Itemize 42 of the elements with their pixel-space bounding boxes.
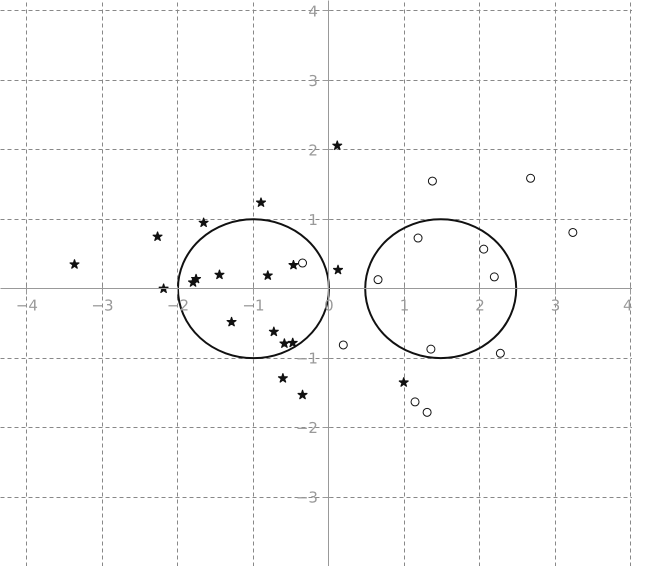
point — [190, 273, 202, 284]
point — [338, 340, 348, 350]
point — [398, 376, 409, 388]
point — [426, 344, 436, 354]
point — [279, 338, 290, 348]
x-tick-label: −4 — [16, 296, 38, 315]
point — [479, 244, 488, 254]
point — [428, 176, 437, 186]
point — [288, 260, 299, 270]
point — [262, 270, 274, 280]
point — [297, 389, 308, 400]
point — [268, 326, 280, 336]
point — [496, 348, 505, 358]
y-tick-label: 2 — [308, 141, 318, 160]
y-tick-label: −2 — [296, 419, 318, 438]
point — [287, 337, 298, 348]
point — [374, 275, 383, 284]
point — [152, 231, 163, 242]
y-tick-label: 1 — [308, 210, 318, 229]
point — [298, 258, 308, 268]
point — [410, 397, 420, 406]
point — [278, 372, 288, 383]
x-tick-label: −1 — [242, 296, 265, 315]
x-tick-label: 3 — [550, 296, 560, 315]
point — [332, 264, 344, 275]
x-tick-label: −3 — [91, 296, 114, 315]
point — [226, 316, 237, 327]
point — [526, 174, 536, 183]
point — [422, 408, 432, 417]
x-tick-label: 1 — [400, 296, 410, 315]
point — [69, 258, 80, 269]
y-tick-label: −3 — [296, 488, 318, 507]
point — [198, 217, 209, 228]
point — [568, 228, 578, 237]
point — [214, 269, 225, 280]
point — [414, 234, 423, 243]
point — [332, 140, 343, 150]
x-tick-label: 2 — [475, 296, 485, 315]
point — [256, 197, 266, 208]
y-tick-label: −1 — [296, 350, 318, 368]
point — [490, 272, 499, 282]
x-tick-label: 4 — [622, 296, 633, 315]
